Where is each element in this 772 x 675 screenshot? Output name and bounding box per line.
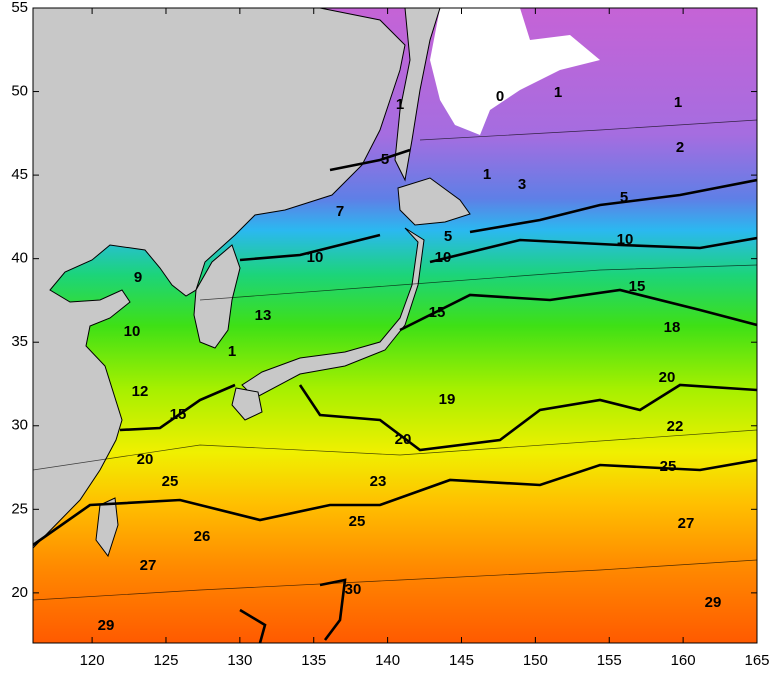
taiwan [95, 497, 119, 558]
contour-label: 29 [98, 617, 115, 634]
contour-label: 1 [396, 96, 404, 113]
contour-label: 20 [137, 451, 154, 468]
contour-label: 29 [705, 594, 722, 611]
contour-label: 27 [140, 557, 157, 574]
hokkaido [397, 177, 471, 226]
contour-label: 10 [617, 231, 634, 248]
y-tick-label: 40 [11, 250, 28, 267]
contour-label: 27 [678, 515, 695, 532]
isotherm [239, 578, 347, 643]
contour-label: 18 [664, 319, 681, 336]
map-area [33, 8, 757, 643]
contour-label: 20 [659, 369, 676, 386]
isotherm [119, 383, 236, 432]
x-tick-label: 165 [744, 652, 769, 669]
x-tick-label: 135 [301, 652, 326, 669]
contour-label: 1 [228, 343, 236, 360]
contour-label: 13 [255, 307, 272, 324]
y-tick-label: 50 [11, 83, 28, 100]
sakhalin [394, 8, 441, 182]
contour-label: 22 [667, 418, 684, 435]
contour-label: 2 [676, 139, 684, 156]
y-tick-label: 25 [11, 500, 28, 517]
y-tick-label: 45 [11, 166, 28, 183]
contour-label: 23 [370, 473, 387, 490]
contour-label: 3 [518, 176, 526, 193]
contour-label: 7 [336, 203, 344, 220]
y-tick-label: 35 [11, 333, 28, 350]
contour-label: 25 [162, 473, 179, 490]
contour-label: 19 [439, 391, 456, 408]
y-tick-label: 20 [11, 584, 28, 601]
isotherm [33, 458, 757, 547]
contour [33, 119, 757, 601]
x-tick-label: 125 [153, 652, 178, 669]
contour-label: 9 [134, 269, 142, 286]
contour-label: 26 [194, 528, 211, 545]
contour-label: 5 [620, 189, 628, 206]
x-tick-label: 120 [80, 652, 105, 669]
isotherm [399, 288, 757, 332]
isotherm [298, 383, 757, 452]
kyushu [231, 387, 263, 421]
korea [193, 244, 241, 349]
contour-label: 12 [132, 383, 149, 400]
x-tick-label: 140 [375, 652, 400, 669]
y-tick-label: 30 [11, 417, 28, 434]
contour-label: 1 [554, 84, 562, 101]
contour-label: 1 [483, 166, 491, 183]
honshu [241, 227, 425, 399]
contour-label: 1 [674, 94, 682, 111]
x-tick-label: 155 [597, 652, 622, 669]
frame [32, 7, 758, 644]
isotherm [239, 233, 381, 262]
contour-label: 5 [444, 228, 452, 245]
x-tick-label: 130 [227, 652, 252, 669]
contour-label: 5 [381, 151, 389, 168]
contour-label: 30 [345, 581, 362, 598]
x-tick-label: 160 [671, 652, 696, 669]
contour-label: 0 [496, 88, 504, 105]
contour-label: 15 [429, 304, 446, 321]
x-tick-label: 150 [523, 652, 548, 669]
isotherm [329, 148, 411, 172]
mainland [33, 8, 406, 549]
x-tick-label: 145 [449, 652, 474, 669]
contour-label: 10 [307, 249, 324, 266]
contour-label: 20 [395, 431, 412, 448]
isotherm [429, 236, 757, 264]
contour-label: 25 [660, 458, 677, 475]
contour-label: 25 [349, 513, 366, 530]
contour-label: 10 [435, 249, 452, 266]
contour-label: 10 [124, 323, 141, 340]
isotherm [469, 178, 757, 234]
y-tick-label: 55 [11, 0, 28, 16]
sea-ice [430, 8, 600, 135]
contour-label: 15 [170, 406, 187, 423]
contour-label: 15 [629, 278, 646, 295]
